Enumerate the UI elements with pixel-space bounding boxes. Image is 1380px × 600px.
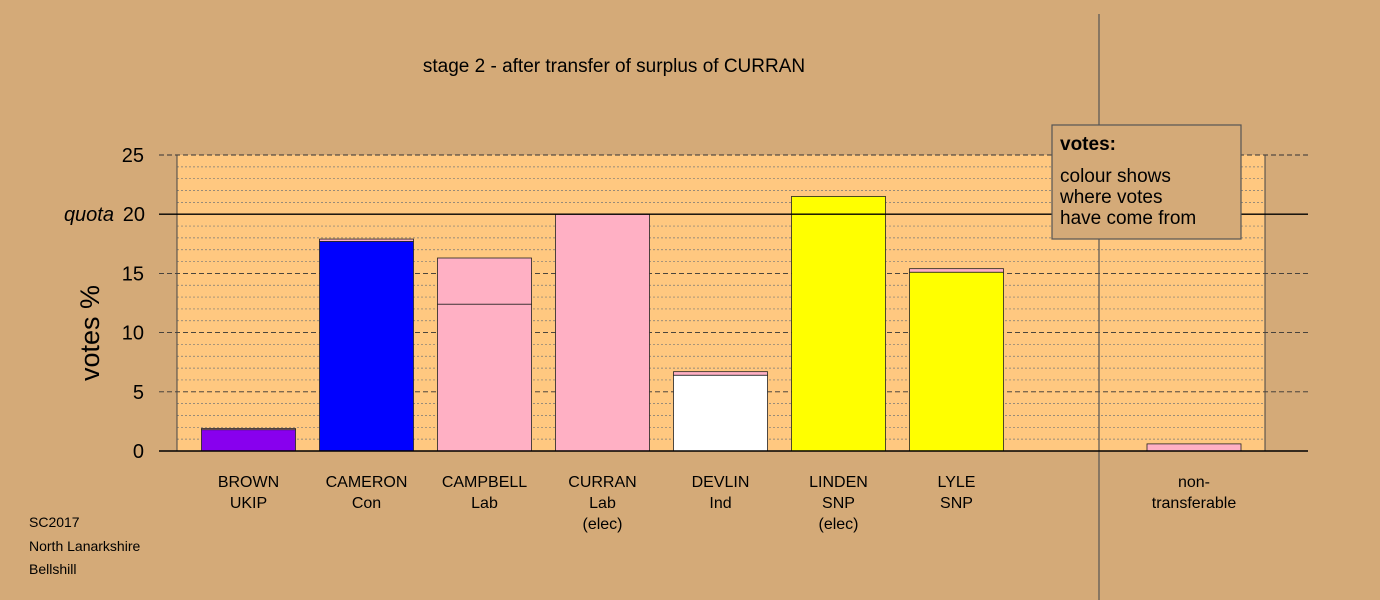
quota-label: quota (64, 204, 114, 226)
footer-line-1: SC2017 (29, 514, 80, 530)
category-label: Lab (589, 495, 616, 512)
category-label: LYLE (938, 474, 976, 491)
y-tick-label: 15 (122, 263, 144, 285)
bar-segment (201, 428, 296, 431)
category-label: non- (1178, 474, 1210, 491)
bar-segment (673, 374, 768, 452)
bar-segment (909, 271, 1004, 452)
category-label: transferable (1152, 495, 1237, 512)
y-tick-labels: 0 5 10 15 20 25 (122, 145, 145, 463)
category-label: Ind (709, 495, 731, 512)
category-label: Con (352, 495, 381, 512)
legend: votes: colour shows where votes have com… (1051, 124, 1242, 240)
category-label: (elec) (818, 516, 858, 533)
footer-line-3: Bellshill (29, 561, 76, 577)
y-tick-label: 10 (122, 323, 144, 345)
y-tick-label: 25 (122, 145, 144, 167)
legend-title: votes: (1060, 134, 1116, 155)
bar-segment (437, 257, 532, 305)
bar-segment (1146, 443, 1242, 452)
legend-line-3: have come from (1060, 208, 1196, 229)
category-labels: BROWN UKIP CAMERON Con CAMPBELL Lab CURRAN Lab (… (218, 474, 1237, 533)
category-label: SNP (940, 495, 973, 512)
y-tick-label: 5 (133, 382, 144, 404)
category-label: (elec) (582, 516, 622, 533)
chart-title: stage 2 - after transfer of surplus of C… (423, 56, 805, 77)
bar-segment (555, 213, 650, 452)
bar-segment (201, 429, 296, 452)
footer-line-2: North Lanarkshire (29, 538, 140, 554)
bar-segment (319, 238, 414, 242)
legend-box (1051, 124, 1242, 240)
category-label: BROWN (218, 474, 279, 491)
y-tick-label: 0 (133, 441, 144, 463)
y-axis-label: votes % (75, 285, 105, 381)
category-label: UKIP (230, 495, 267, 512)
bar-segment (437, 303, 532, 452)
legend-line-2: where votes (1059, 187, 1162, 208)
bar-segment (319, 241, 414, 452)
category-label: CAMPBELL (442, 474, 527, 491)
category-label: CAMERON (326, 474, 408, 491)
category-label: LINDEN (809, 474, 868, 491)
category-label: DEVLIN (692, 474, 750, 491)
bar-segment (791, 196, 886, 452)
y-tick-label: 20 (123, 204, 145, 226)
category-label: SNP (822, 495, 855, 512)
legend-line-1: colour shows (1060, 166, 1171, 187)
bar-segment (673, 371, 768, 376)
category-label: Lab (471, 495, 498, 512)
bar-segment (909, 268, 1004, 273)
category-label: CURRAN (568, 474, 636, 491)
bars (201, 196, 1242, 452)
